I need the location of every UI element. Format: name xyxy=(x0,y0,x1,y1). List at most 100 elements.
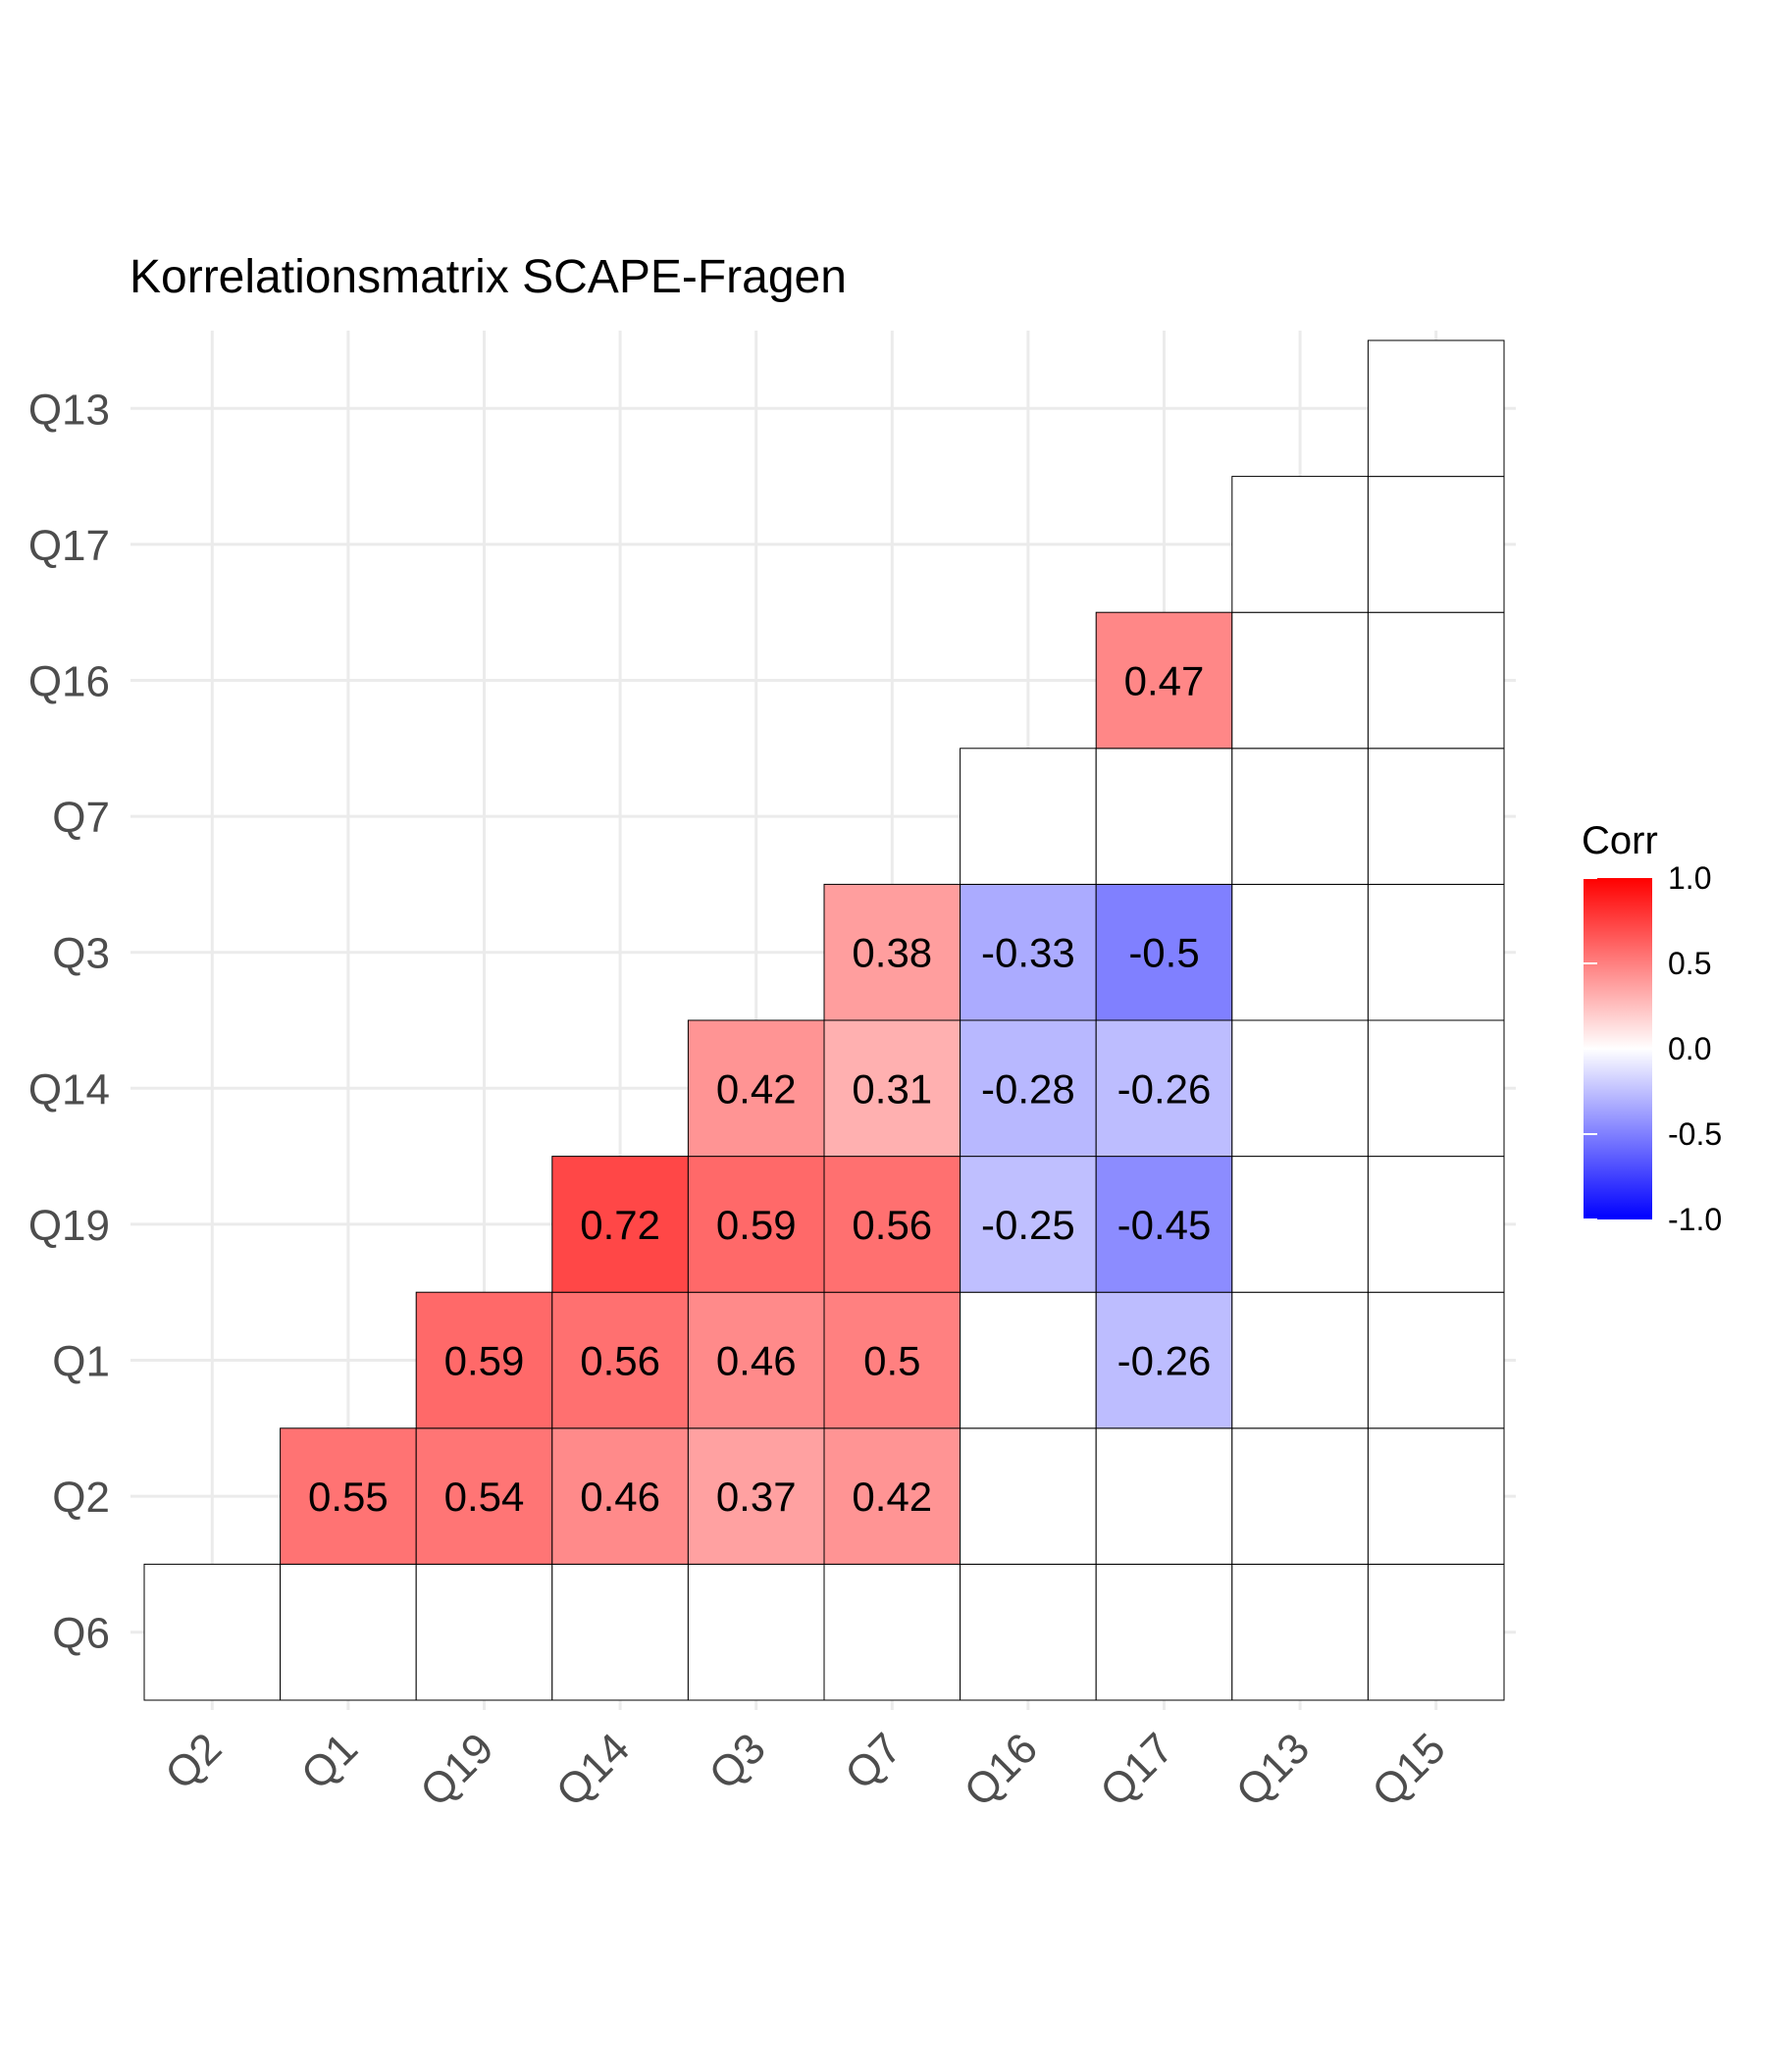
cell-value-label: -0.5 xyxy=(1128,930,1199,976)
y-tick-label: Q2 xyxy=(52,1474,110,1522)
x-tick-label: Q15 xyxy=(1363,1724,1454,1815)
x-tick-label: Q13 xyxy=(1227,1724,1319,1815)
heatmap-cell xyxy=(415,1291,553,1429)
heatmap-cell xyxy=(823,1563,961,1701)
heatmap-cell xyxy=(687,1427,825,1565)
y-tick-label: Q19 xyxy=(28,1202,110,1250)
cell-value-label: 0.54 xyxy=(444,1474,525,1520)
chart-title: Korrelationsmatrix SCAPE-Fragen xyxy=(130,251,847,303)
x-tick-label: Q16 xyxy=(956,1724,1047,1815)
heatmap-cell xyxy=(687,1291,825,1429)
legend-tick-label: 1.0 xyxy=(1668,860,1711,896)
heatmap-cell xyxy=(1231,748,1369,885)
heatmap-cell xyxy=(1367,1427,1505,1565)
heatmap-cell xyxy=(1231,1563,1369,1701)
cell-value-label: 0.59 xyxy=(444,1338,525,1384)
heatmap-cell xyxy=(1231,476,1369,613)
cell-value-label: -0.33 xyxy=(981,930,1075,976)
cell-value-label: -0.26 xyxy=(1117,1065,1212,1112)
cell-value-label: 0.5 xyxy=(863,1338,920,1384)
heatmap-cell xyxy=(960,1427,1097,1565)
heatmap-cell xyxy=(960,883,1097,1021)
heatmap-cell xyxy=(143,1563,282,1701)
heatmap-cell xyxy=(1231,611,1369,750)
heatmap-cell xyxy=(960,1156,1097,1293)
heatmap-cell xyxy=(551,1291,689,1429)
heatmap-cell xyxy=(1095,611,1233,750)
heatmap-cell xyxy=(1367,611,1505,750)
heatmap-cell xyxy=(415,1427,553,1565)
heatmap-cell xyxy=(1095,1291,1233,1429)
cell-value-label: 0.46 xyxy=(580,1474,660,1520)
heatmap-cell xyxy=(1095,883,1233,1021)
x-tick-label: Q2 xyxy=(156,1724,231,1798)
legend-tick-label: 0.5 xyxy=(1668,946,1711,981)
cell-value-label: 0.42 xyxy=(716,1065,797,1112)
heatmap-cell xyxy=(551,1563,689,1701)
y-axis: Q6 Q2 Q1 Q19 Q14 Q3 Q7 Q16 Q17 Q13 xyxy=(28,386,110,1657)
y-tick-label: Q3 xyxy=(52,930,110,978)
heatmap-cell xyxy=(1095,1019,1233,1158)
cell-value-label: 0.42 xyxy=(852,1474,932,1520)
heatmap-cell xyxy=(1095,1563,1233,1701)
y-tick-label: Q17 xyxy=(28,522,110,570)
heatmap-cell xyxy=(1367,748,1505,885)
x-tick-label: Q1 xyxy=(292,1724,367,1798)
heatmap-cell xyxy=(1095,1427,1233,1565)
heatmap-cell xyxy=(1095,1156,1233,1293)
heatmap-cell xyxy=(960,748,1097,885)
cell-value-label: 0.38 xyxy=(852,930,932,976)
cell-value-label: 0.56 xyxy=(852,1202,932,1248)
heatmap-cell xyxy=(1231,1019,1369,1158)
heatmap-cell xyxy=(960,1563,1097,1701)
heatmap-cell xyxy=(1231,1291,1369,1429)
heatmap-cell xyxy=(1367,883,1505,1021)
heatmap-cell xyxy=(823,1156,961,1293)
cell-value-label: 0.56 xyxy=(580,1338,660,1384)
heatmap-cell xyxy=(1367,1291,1505,1429)
heatmap-cell xyxy=(1095,748,1233,885)
cell-value-label: 0.47 xyxy=(1124,658,1205,704)
x-axis: Q2 Q1 Q19 Q14 Q3 Q7 Q16 Q17 Q13 Q15 xyxy=(156,1724,1455,1815)
heatmap-cell xyxy=(960,1291,1097,1429)
cell-value-label: -0.28 xyxy=(981,1065,1075,1112)
y-tick-label: Q1 xyxy=(52,1338,110,1386)
color-legend: Corr 1.0 0.5 0.0 -0.5 -1.0 xyxy=(1582,819,1722,1237)
x-tick-label: Q7 xyxy=(836,1724,910,1798)
cell-value-label: -0.26 xyxy=(1117,1338,1212,1384)
heatmap-cell xyxy=(1367,339,1505,478)
cell-value-label: 0.31 xyxy=(852,1065,932,1112)
heatmap-cells xyxy=(143,339,1505,1701)
heatmap-cell xyxy=(687,1563,825,1701)
y-tick-label: Q14 xyxy=(28,1065,110,1114)
heatmap-cell xyxy=(551,1427,689,1565)
heatmap-cell xyxy=(687,1156,825,1293)
heatmap-cell xyxy=(415,1563,553,1701)
heatmap-cell xyxy=(1231,883,1369,1021)
cell-value-label: -0.45 xyxy=(1117,1202,1212,1248)
cell-labels: 0.55 0.54 0.46 0.37 0.42 0.59 0.56 0.46 0.5 -0.26… xyxy=(308,658,1211,1521)
heatmap-cell xyxy=(280,1427,417,1565)
cell-value-label: 0.46 xyxy=(716,1338,797,1384)
heatmap-cell xyxy=(280,1563,417,1701)
cell-value-label: 0.55 xyxy=(308,1474,389,1520)
heatmap-cell xyxy=(1367,476,1505,613)
heatmap-cell xyxy=(1367,1563,1505,1701)
heatmap-cell xyxy=(1231,1156,1369,1293)
heatmap-cell xyxy=(823,883,961,1021)
x-tick-label: Q3 xyxy=(701,1724,775,1798)
legend-tick-label: -1.0 xyxy=(1668,1202,1722,1237)
cell-value-label: 0.37 xyxy=(716,1474,797,1520)
legend-tick-label: -0.5 xyxy=(1668,1116,1722,1152)
heatmap-cell xyxy=(1367,1019,1505,1158)
x-tick-label: Q19 xyxy=(411,1724,502,1815)
legend-tick-label: 0.0 xyxy=(1668,1031,1711,1066)
x-tick-label: Q17 xyxy=(1091,1724,1182,1815)
legend-title: Corr xyxy=(1582,819,1658,862)
heatmap-cell xyxy=(960,1019,1097,1158)
y-tick-label: Q13 xyxy=(28,386,110,434)
heatmap-cell xyxy=(551,1156,689,1293)
heatmap-cell xyxy=(823,1427,961,1565)
cell-value-label: -0.25 xyxy=(981,1202,1075,1248)
